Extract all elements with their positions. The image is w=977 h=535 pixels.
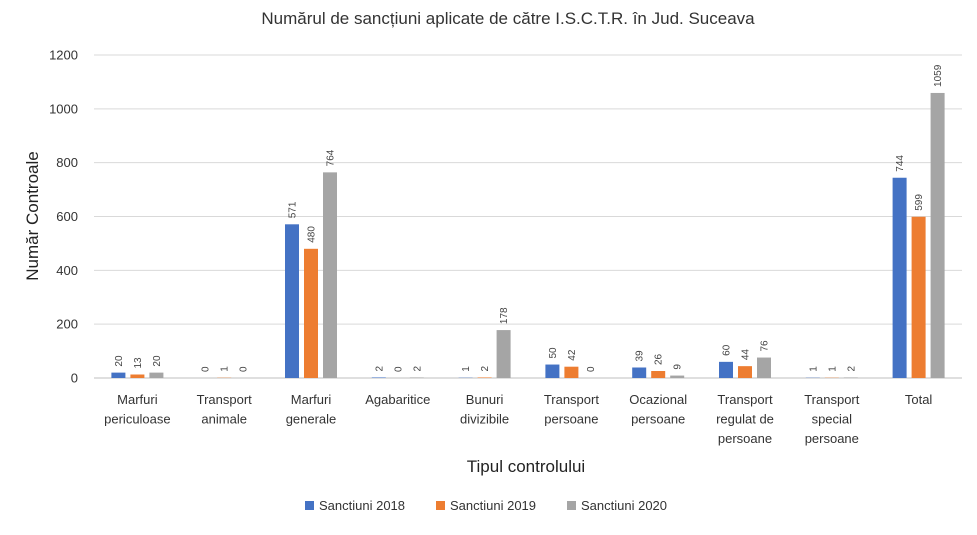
bar [931,93,945,378]
data-label: 178 [499,307,510,324]
legend-label: Sanctiuni 2020 [581,498,667,513]
bar [651,371,665,378]
legend-swatch [436,501,445,510]
data-label: 480 [307,226,318,243]
data-label: 76 [760,340,771,352]
y-tick-label: 200 [56,317,78,332]
y-tick-label: 600 [56,209,78,224]
data-label: 39 [635,350,646,362]
x-tick-label: Agabaritice [365,392,430,407]
data-label: 0 [586,366,597,372]
bar [670,376,684,378]
bar [844,377,858,378]
bar [285,224,299,378]
data-label: 20 [114,355,125,367]
bar [111,373,125,378]
legend: Sanctiuni 2018 Sanctiuni 2019 Sanctiuni 20… [305,498,667,513]
x-tick-label: Total [905,392,933,407]
data-label: 2 [412,365,423,371]
data-label: 0 [201,366,212,372]
bar [632,368,646,378]
bar [564,367,578,378]
data-label: 9 [673,364,684,370]
bar [149,373,163,378]
data-label: 20 [152,355,163,367]
bar [719,362,733,378]
y-tick-label: 1200 [49,48,78,63]
data-label: 13 [133,357,144,369]
bar [757,358,771,378]
bar [738,366,752,378]
bars [111,93,944,378]
data-label: 599 [914,194,925,211]
bar [323,172,337,378]
x-axis-title: Tipul controlului [467,457,585,476]
data-label: 764 [326,149,337,166]
bar [912,217,926,378]
data-label: 571 [288,201,299,218]
data-label: 44 [741,349,752,361]
data-label: 1 [827,366,838,372]
data-label: 1059 [933,64,944,87]
bar [410,377,424,378]
bar [478,377,492,378]
data-label: 2 [480,365,491,371]
data-label: 744 [895,155,906,172]
y-axis-title: Număr Controale [23,151,42,280]
chart-title: Numărul de sancțiuni aplicate de către I… [261,9,755,28]
data-label: 1 [808,366,819,372]
legend-swatch [305,501,314,510]
data-label: 2 [846,365,857,371]
y-axis-ticks: 0 200 400 600 800 1000 1200 [49,48,78,386]
legend-label: Sanctiuni 2018 [319,498,405,513]
y-tick-label: 800 [56,155,78,170]
data-label: 0 [239,366,250,372]
legend-label: Sanctiuni 2019 [450,498,536,513]
gridlines [94,55,962,378]
bar [372,377,386,378]
legend-swatch [567,501,576,510]
data-label: 42 [567,349,578,361]
data-label: 1 [461,366,472,372]
data-label: 0 [393,366,404,372]
bar [130,375,144,378]
data-label: 2 [374,365,385,371]
y-tick-label: 400 [56,263,78,278]
data-label: 26 [654,353,665,365]
bar [497,330,511,378]
y-tick-label: 1000 [49,101,78,116]
bar [893,178,907,378]
bar [304,249,318,378]
data-label: 60 [722,344,733,356]
data-label: 1 [220,366,231,372]
bar [545,365,559,378]
y-tick-label: 0 [71,371,78,386]
data-label: 50 [548,347,559,359]
